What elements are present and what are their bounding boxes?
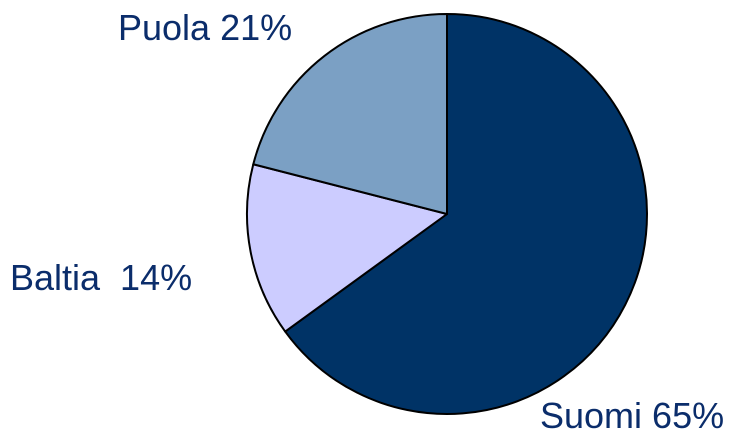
pie-slices bbox=[246, 13, 648, 415]
slice-label-baltia: Baltia 14% bbox=[10, 257, 192, 298]
pie-labels: Suomi 65% Baltia 14% Puola 21% bbox=[10, 7, 724, 436]
pie-slice-baltia bbox=[246, 163, 448, 333]
slice-label-puola: Puola 21% bbox=[118, 7, 292, 48]
slice-label-suomi: Suomi 65% bbox=[540, 395, 724, 436]
pie-slice-suomi bbox=[284, 13, 648, 415]
pie-slice-puola bbox=[252, 13, 448, 215]
